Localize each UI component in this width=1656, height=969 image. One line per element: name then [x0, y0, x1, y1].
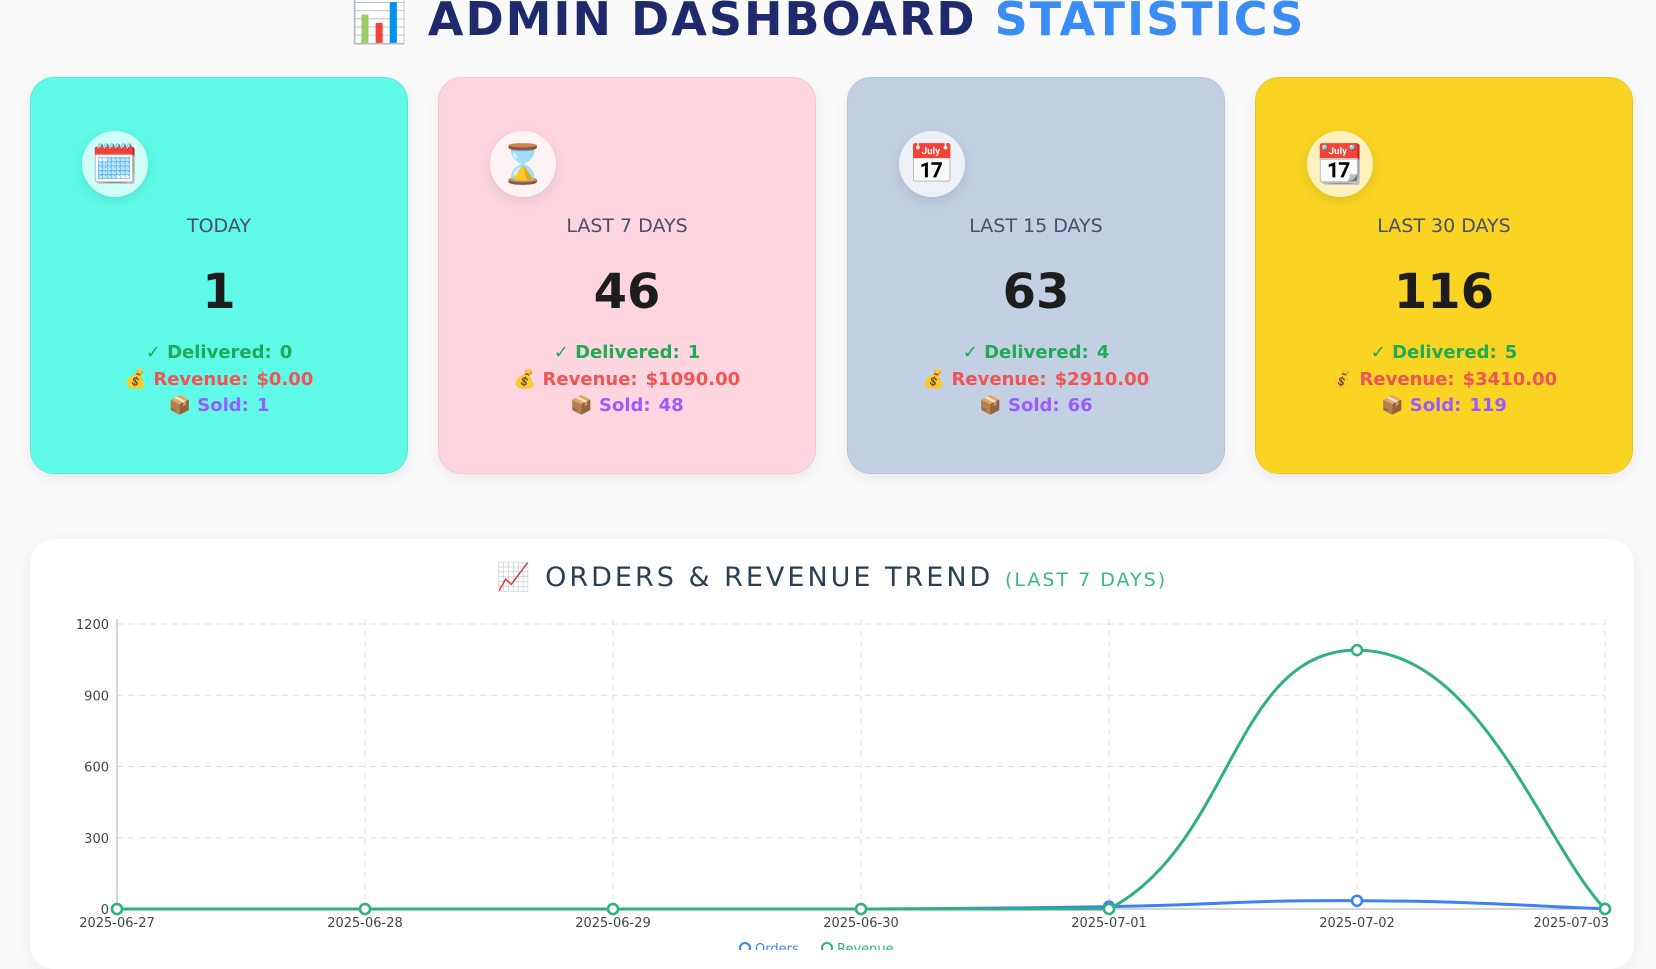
revenue-stat: 💰 Revenue: $0.00 — [124, 369, 314, 390]
sold-stat: 📦 Sold: 1 — [168, 395, 270, 416]
data-point — [1350, 894, 1364, 907]
card-label: LAST 30 DAYS — [1377, 215, 1511, 237]
x-tick-label: 2025-07-02 — [1319, 916, 1395, 931]
page-title: 📊 ADMIN DASHBOARD STATISTICS — [0, 0, 1656, 47]
card-count: 46 — [593, 264, 661, 320]
delivered-stat: ✓ Delivered: 0 — [145, 342, 293, 363]
legend-label: Orders — [755, 942, 799, 950]
legend-marker — [739, 942, 751, 950]
y-tick-label: 0 — [101, 903, 109, 918]
data-point — [1350, 643, 1364, 657]
series-line-revenue — [116, 648, 1607, 911]
legend-label: Revenue — [837, 942, 894, 950]
trend-chart-panel: 📈 ORDERS & REVENUE TREND (LAST 7 DAYS) — [30, 539, 1634, 969]
x-tick-label: 2025-07-01 — [1071, 916, 1147, 931]
card-count: 116 — [1393, 264, 1495, 320]
stat-card: 📆 LAST 30 DAYS 116 ✓ Delivered: 5 💰 Reven… — [1255, 77, 1633, 474]
stat-card: ⌛ LAST 7 DAYS 46 ✓ Delivered: 1 💰 Revenue… — [438, 77, 816, 474]
delivered-stat: ✓ Delivered: 5 — [1370, 342, 1518, 363]
revenue-stat: 💰 Revenue: $1090.00 — [513, 369, 741, 390]
sold-stat: 📦 Sold: 48 — [570, 395, 684, 416]
data-point — [110, 902, 124, 916]
x-tick-label: 2025-06-29 — [575, 916, 651, 931]
x-tick-label: 2025-06-28 — [327, 916, 403, 931]
data-point — [1598, 902, 1612, 916]
y-tick-label: 600 — [84, 761, 109, 776]
delivered-stat: ✓ Delivered: 1 — [553, 342, 701, 363]
bar-chart-icon: 📊 — [350, 0, 410, 46]
card-count: 1 — [202, 264, 236, 320]
x-tick-label: 2025-06-27 — [79, 916, 155, 931]
x-tick-label: 2025-07-03 — [1533, 916, 1609, 931]
stat-card: 🗓️ TODAY 1 ✓ Delivered: 0 💰 Revenue: $0.00… — [30, 77, 408, 474]
card-label: LAST 15 DAYS — [969, 215, 1103, 237]
stat-card: 📅 LAST 15 DAYS 63 ✓ Delivered: 4 💰 Revenu… — [847, 77, 1225, 474]
card-label: TODAY — [187, 215, 251, 237]
y-tick-label: 300 — [84, 832, 109, 847]
delivered-stat: ✓ Delivered: 4 — [962, 342, 1110, 363]
revenue-stat: 💰 Revenue: $2910.00 — [922, 369, 1150, 390]
data-point — [854, 902, 868, 916]
data-point — [1102, 902, 1116, 916]
sold-stat: 📦 Sold: 119 — [1381, 395, 1507, 416]
calendar-icon: 📅 — [899, 131, 965, 197]
x-tick-label: 2025-06-30 — [823, 916, 899, 931]
revenue-stat: 💰 Revenue: $3410.00 — [1330, 369, 1558, 390]
calendar-icon: 🗓️ — [82, 131, 148, 197]
data-point — [606, 902, 620, 916]
hourglass-icon: ⌛ — [490, 131, 556, 197]
sold-stat: 📦 Sold: 66 — [979, 395, 1093, 416]
chart-title: 📈 ORDERS & REVENUE TREND (LAST 7 DAYS) — [496, 562, 1168, 593]
card-count: 63 — [1002, 264, 1070, 320]
tear-off-calendar-icon: 📆 — [1307, 131, 1373, 197]
card-label: LAST 7 DAYS — [566, 215, 688, 237]
data-point — [358, 902, 372, 916]
y-tick-label: 900 — [84, 689, 109, 704]
line-chart-icon: 📈 — [496, 562, 534, 593]
legend-marker — [821, 942, 833, 950]
y-tick-label: 1200 — [76, 618, 109, 633]
